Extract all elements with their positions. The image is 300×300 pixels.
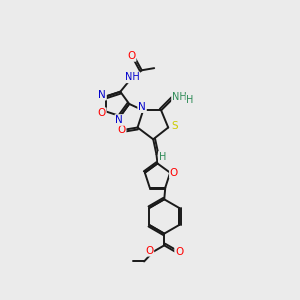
Text: N: N	[116, 115, 123, 125]
Text: NH: NH	[125, 72, 140, 82]
Text: H: H	[159, 152, 166, 162]
Text: O: O	[170, 168, 178, 178]
Text: O: O	[98, 108, 106, 118]
Text: N: N	[138, 102, 146, 112]
Text: N: N	[98, 90, 106, 100]
Text: S: S	[171, 122, 178, 131]
Text: O: O	[175, 247, 183, 257]
Text: H: H	[186, 94, 194, 105]
Text: NH: NH	[172, 92, 187, 103]
Text: O: O	[117, 124, 126, 135]
Text: O: O	[145, 246, 153, 256]
Text: O: O	[127, 51, 136, 61]
